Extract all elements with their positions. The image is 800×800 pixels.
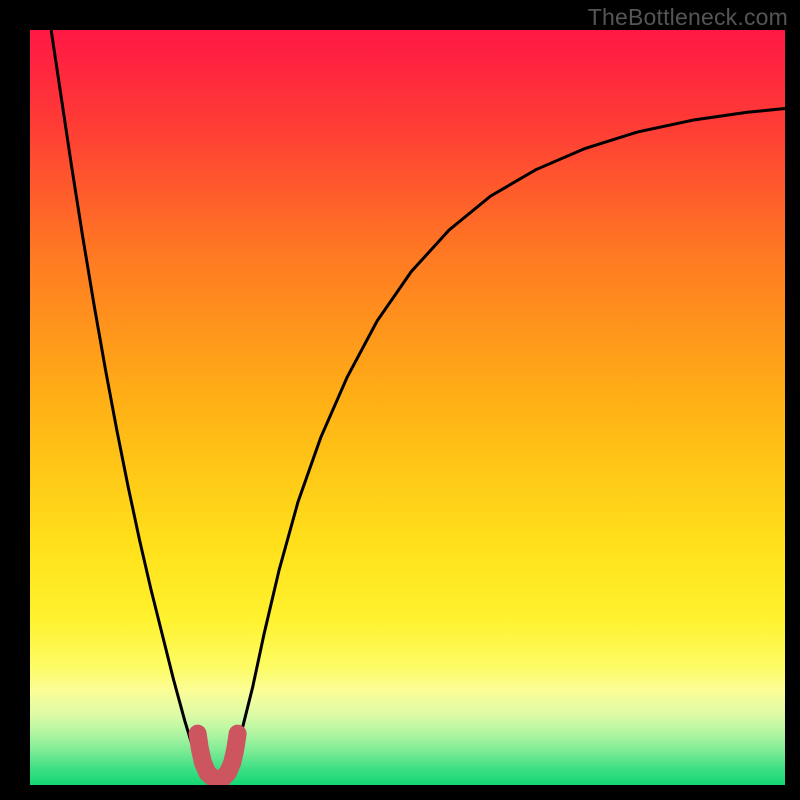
watermark-label: TheBottleneck.com bbox=[588, 4, 788, 31]
plot-background-gradient bbox=[30, 30, 785, 785]
bottleneck-chart bbox=[0, 0, 800, 800]
chart-stage: TheBottleneck.com bbox=[0, 0, 800, 800]
